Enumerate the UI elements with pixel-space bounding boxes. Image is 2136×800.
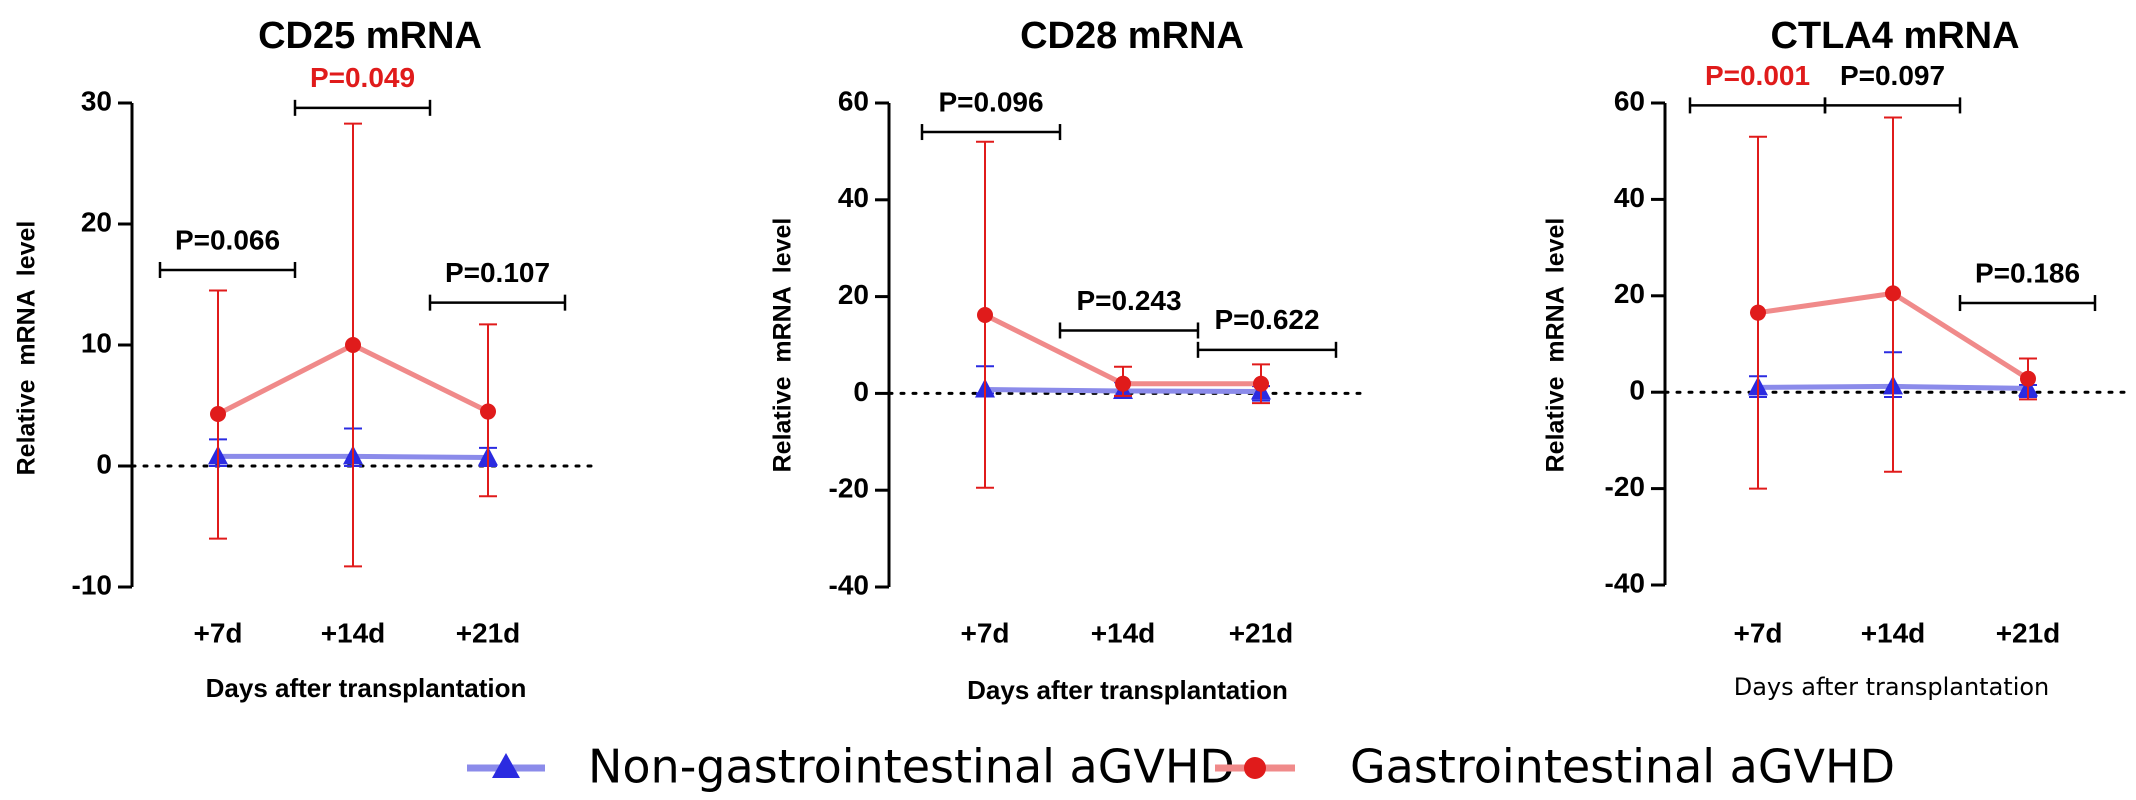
data-point-circle [1253, 375, 1269, 392]
p-value-annotation: P=0.243 [1058, 285, 1200, 339]
chart-title: CD28 mRNA [1020, 15, 1244, 57]
y-tick-label: -20 [1605, 471, 1645, 502]
y-tick-label: -40 [1605, 567, 1645, 598]
legend-label: Non-gastrointestinal aGVHD [588, 740, 1235, 794]
chart-panel-3: CTLA4 mRNA -40 -20 0 20 40 60 Relative mRNA lev… [1542, 15, 2128, 701]
y-tick-label: 40 [838, 182, 869, 213]
x-tick-label: +21d [456, 617, 521, 648]
y-tick-label: 20 [81, 206, 112, 237]
y-tick-label: 10 [81, 327, 112, 358]
p-value-label: P=0.243 [1076, 285, 1181, 316]
y-tick-label: 40 [1614, 182, 1645, 213]
y-tick-label: -10 [72, 569, 112, 600]
legend-circle-icon [1244, 757, 1266, 779]
series-gi [209, 122, 497, 568]
y-tick-label: 60 [838, 85, 869, 116]
x-tick-label: +14d [1091, 617, 1156, 648]
p-value-label: P=0.049 [310, 62, 415, 93]
chart-panel-1: CD25 mRNA -10 0 10 20 30 Relative mRNA level +7… [13, 15, 602, 703]
p-value-label: P=0.097 [1840, 60, 1945, 91]
y-axis-label: Relative mRNA level [769, 218, 797, 473]
data-point-circle [1885, 285, 1901, 302]
y-tick-label: 0 [853, 376, 869, 407]
p-value-annotation: P=0.001 [1688, 60, 1827, 114]
p-value-label: P=0.001 [1705, 60, 1810, 91]
data-point-circle [2020, 370, 2036, 387]
p-value-label: P=0.066 [175, 224, 280, 255]
x-tick-label: +14d [321, 617, 386, 648]
y-tick-label: -20 [829, 473, 869, 504]
y-axis-label: Relative mRNA level [1542, 218, 1570, 473]
p-value-annotation: P=0.622 [1196, 304, 1338, 358]
data-point-circle [480, 403, 496, 420]
data-point-circle [210, 405, 226, 422]
p-value-label: P=0.622 [1214, 304, 1319, 335]
y-tick-label: 30 [81, 85, 112, 116]
y-tick-label: 20 [1614, 278, 1645, 309]
data-point-circle [345, 337, 361, 353]
y-tick-label: 60 [1614, 85, 1645, 116]
x-tick-label: +21d [1996, 617, 2061, 648]
y-tick-label: -40 [829, 569, 869, 600]
x-axis-label: Days after transplantation [206, 673, 527, 703]
legend-item-non-gi: Non-gastrointestinal aGVHD [467, 740, 1235, 794]
p-value-label: P=0.107 [445, 257, 550, 288]
series-gi [976, 140, 1270, 489]
p-value-label: P=0.186 [1975, 257, 2080, 288]
y-axis-label: Relative mRNA level [13, 221, 41, 476]
legend-item-gi: Gastrointestinal aGVHD [1215, 740, 1895, 794]
legend-triangle-icon [492, 753, 520, 778]
x-tick-label: +21d [1229, 617, 1294, 648]
p-value-annotation: P=0.066 [158, 224, 297, 278]
chart-title: CTLA4 mRNA [1770, 15, 2019, 57]
x-tick-label: +7d [193, 617, 242, 648]
p-value-annotation: P=0.049 [293, 62, 432, 116]
chart-title: CD25 mRNA [258, 15, 482, 57]
y-tick-label: 20 [838, 279, 869, 310]
p-value-label: P=0.096 [938, 86, 1043, 117]
legend: Non-gastrointestinal aGVHD Gastrointestin… [467, 740, 1895, 794]
y-tick-label: 0 [96, 448, 112, 479]
p-value-annotation: P=0.096 [920, 86, 1062, 141]
y-tick-label: 0 [1629, 375, 1645, 406]
p-value-annotation: P=0.107 [428, 257, 567, 311]
data-point-circle [977, 306, 993, 323]
data-point-circle [1115, 375, 1131, 392]
p-value-annotation: P=0.097 [1823, 60, 1962, 114]
x-axis-label: Days after transplantation [967, 675, 1288, 705]
data-point-circle [1750, 304, 1766, 321]
legend-label: Gastrointestinal aGVHD [1350, 740, 1895, 794]
x-axis-label: Days after transplantation [1734, 673, 2050, 701]
x-tick-label: +7d [1733, 617, 1782, 648]
series-gi [1749, 116, 2037, 490]
x-tick-label: +7d [960, 617, 1009, 648]
chart-panel-2: CD28 mRNA -40 -20 0 20 40 60 Relative mRNA leve… [769, 15, 1368, 705]
x-tick-label: +14d [1861, 617, 1926, 648]
p-value-annotation: P=0.186 [1958, 257, 2097, 312]
